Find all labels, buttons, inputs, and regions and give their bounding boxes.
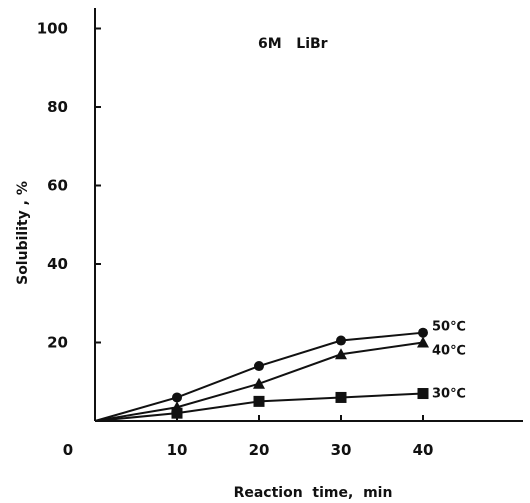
data-point (172, 392, 182, 403)
x-tick-label: 10 (167, 441, 188, 459)
series-label: 30℃ (432, 387, 466, 402)
data-point (417, 336, 429, 348)
x-tick-label: 40 (413, 441, 434, 459)
data-point (417, 388, 429, 400)
series-group: 30℃ (94, 387, 466, 422)
data-point (171, 407, 183, 419)
chart-annotation: 6M LiBr (258, 36, 328, 52)
y-tick-label: 80 (47, 98, 68, 116)
data-point (254, 361, 264, 372)
x-ticks: 0 10 20 30 40 (63, 415, 434, 459)
y-tick-label: 100 (37, 20, 68, 38)
data-point (253, 395, 265, 407)
y-tick-label: 40 (47, 255, 68, 273)
series-line (94, 331, 424, 422)
x-tick-label: 20 (249, 441, 270, 459)
series-group: 40℃ (94, 336, 466, 422)
data-point (418, 327, 428, 338)
series-group: 50℃ (94, 320, 466, 422)
series-label: 50℃ (432, 320, 466, 335)
series-label: 40℃ (432, 344, 466, 359)
data-point (253, 377, 265, 389)
data-point (335, 348, 347, 360)
x-tick-label: 0 (63, 441, 73, 459)
x-axis-title: Reaction time, min (234, 485, 393, 501)
y-ticks: 20 40 60 80 100 (37, 20, 101, 352)
data-point (335, 391, 347, 403)
y-tick-label: 60 (47, 177, 68, 195)
y-axis-title: Solubility , % (15, 181, 31, 285)
x-tick-label: 30 (331, 441, 352, 459)
data-point (336, 335, 346, 346)
series-layer: 50℃ 40℃ 30℃ (94, 320, 466, 422)
axes (94, 8, 523, 422)
y-tick-label: 20 (47, 334, 68, 352)
